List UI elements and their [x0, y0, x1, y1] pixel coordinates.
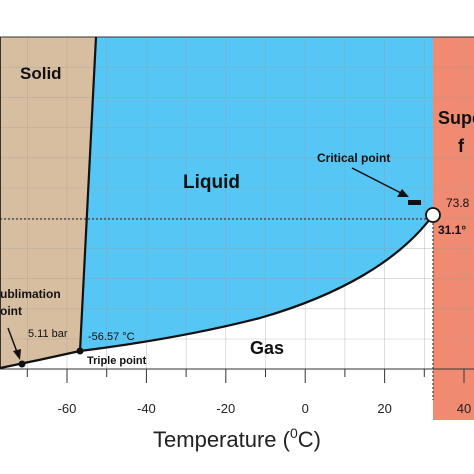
- triple-point-label: Triple point: [87, 355, 147, 367]
- x-tick-label: -60: [58, 401, 77, 416]
- x-tick-label: 20: [377, 401, 391, 416]
- gas-label: Gas: [250, 338, 284, 358]
- melting-curve: [78, 36, 98, 352]
- supercritical-label-line1: Supe: [438, 108, 474, 128]
- vaporization-curve: [79, 214, 434, 353]
- liquid-region: [80, 37, 433, 351]
- x-tick-label: -40: [137, 401, 156, 416]
- critical-point-arrowhead: [397, 189, 409, 197]
- x-tick-label: 40: [457, 401, 471, 416]
- grid-lines: [0, 37, 474, 369]
- x-tick-label: 0: [302, 401, 309, 416]
- sublimation-label-line1: ublimation: [0, 287, 61, 301]
- x-tick-label: -20: [216, 401, 235, 416]
- sublimation-arrow-line: [7, 327, 18, 353]
- x-tick-marks: [26, 369, 465, 383]
- solid-label: Solid: [20, 64, 62, 83]
- supercritical-label-line2: f: [458, 136, 465, 156]
- x-axis-title: Temperature (0C): [153, 425, 321, 452]
- x-axis-title-superscript: 0: [290, 425, 298, 441]
- x-axis-title-suffix: C): [298, 427, 321, 452]
- triple-point-dot: [76, 347, 84, 355]
- sublimation-curve: [0, 349, 81, 370]
- critical-pressure-value: 73.8: [446, 196, 470, 210]
- critical-temperature-value: 31.1°: [438, 223, 466, 237]
- critical-point-arrow-line: [351, 167, 402, 194]
- x-tick-labels: -60 -40 -20 0 20 40: [58, 401, 472, 416]
- liquid-label: Liquid: [183, 172, 240, 193]
- sublimation-arrowhead: [13, 349, 21, 360]
- critical-point-marker: [408, 200, 421, 205]
- triple-point-temperature: -56.57 °C: [88, 331, 135, 343]
- critical-point-circle: [425, 207, 441, 223]
- sublimation-point-dot: [18, 360, 26, 368]
- sublimation-label-line2: oint: [0, 304, 22, 318]
- solid-region: [0, 37, 96, 368]
- x-axis-title-prefix: Temperature (: [153, 427, 291, 452]
- sublimation-pressure-value: 5.11 bar: [28, 328, 68, 340]
- critical-point-label: Critical point: [317, 151, 390, 165]
